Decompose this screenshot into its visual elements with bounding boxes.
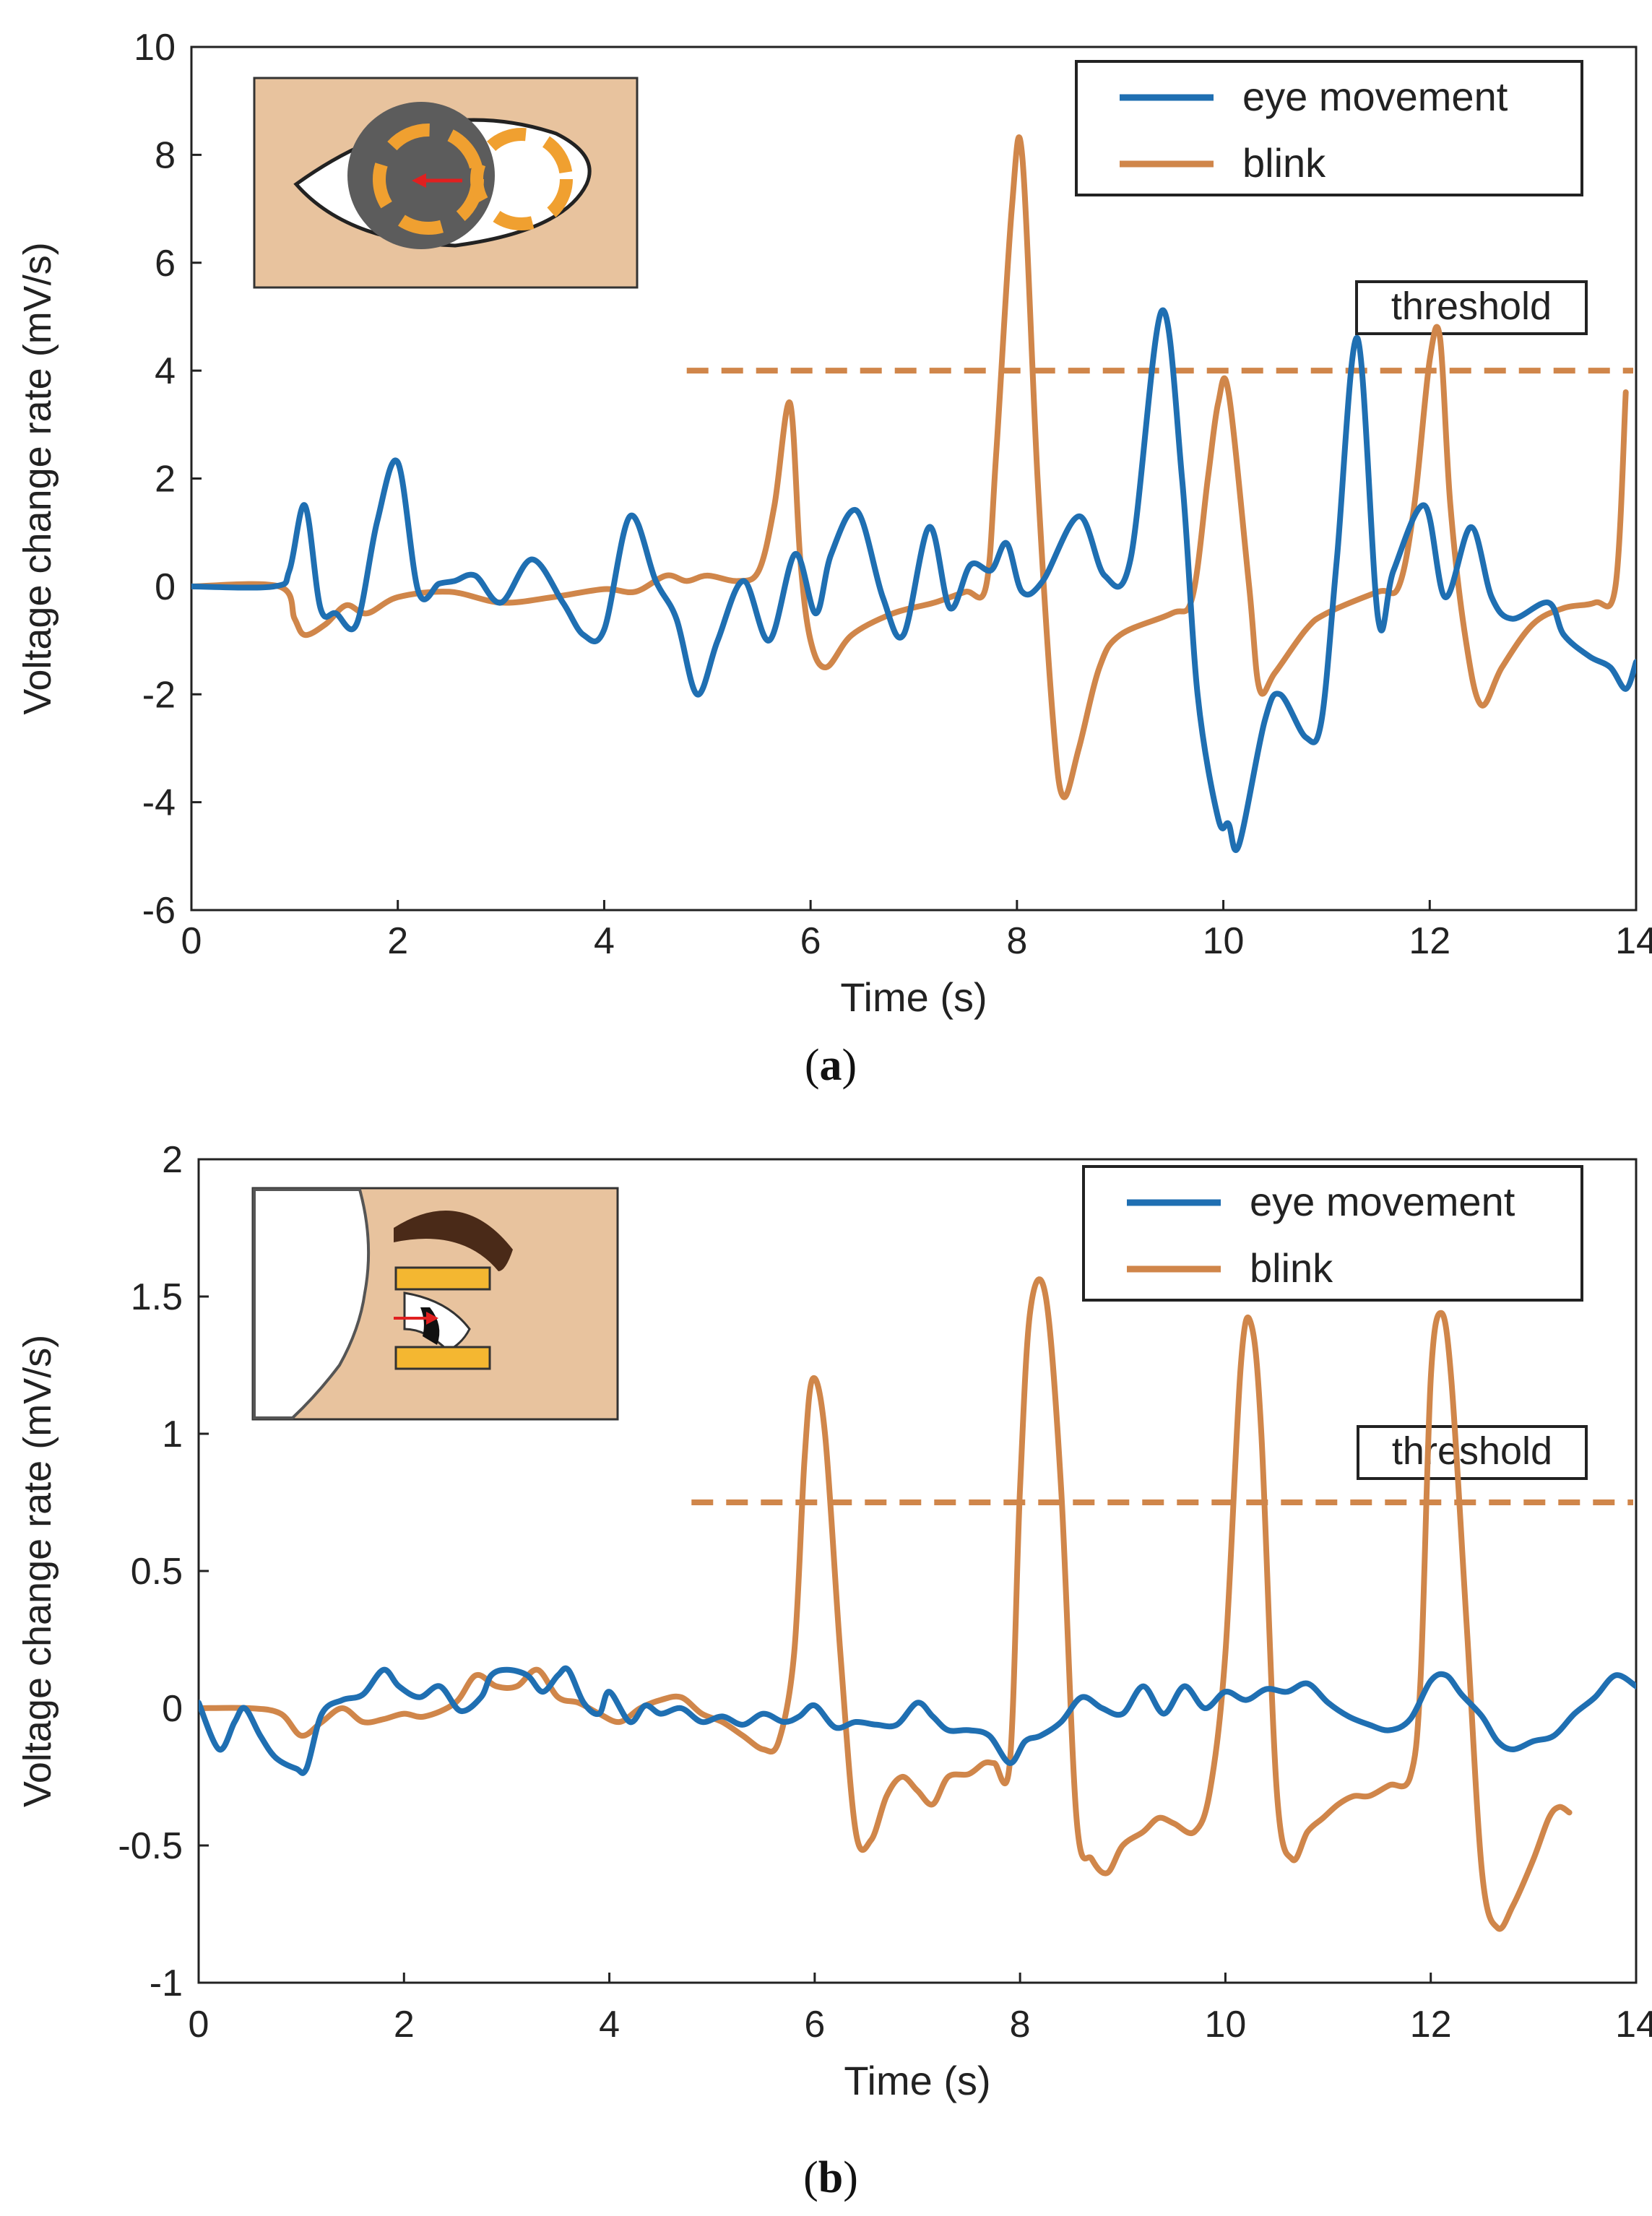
x-axis-label: Time (s) — [840, 974, 987, 1020]
legend-label: blink — [1250, 1245, 1333, 1291]
x-tick-label: 2 — [387, 920, 408, 962]
electrode-upper — [394, 1266, 491, 1291]
legend-label: eye movement — [1242, 74, 1508, 119]
series-line-blink — [191, 134, 1629, 800]
x-tick-label: 12 — [1409, 920, 1450, 962]
threshold-label: threshold — [1392, 1429, 1552, 1473]
x-tick-label: 8 — [1010, 2004, 1031, 2046]
series-line-eye-movement — [191, 307, 1636, 853]
face-profile — [253, 1188, 371, 1419]
legend-label: eye movement — [1250, 1179, 1515, 1224]
x-tick-label: 14 — [1615, 2004, 1652, 2046]
y-tick-label: -4 — [142, 782, 176, 824]
chart-panel-b: -1 -0.5 0 0.5 1 1.5 2 0 2 4 6 8 10 12 14 Time (s) Voltag… — [16, 1139, 1652, 2103]
y-tick-label: 0.5 — [131, 1551, 183, 1593]
legend-box — [1082, 1165, 1583, 1302]
y-tick-label: 4 — [155, 350, 176, 392]
x-tick-label: 10 — [1205, 2004, 1247, 2046]
y-tick-label: 8 — [155, 134, 176, 176]
x-tick-label: 12 — [1410, 2004, 1452, 2046]
y-tick-label: 1 — [162, 1414, 183, 1455]
legend: eye movement blink — [1082, 1165, 1583, 1302]
x-tick-label: 14 — [1615, 920, 1652, 962]
x-tick-label: 4 — [599, 2004, 620, 2046]
threshold-label-box — [1357, 1425, 1588, 1480]
y-tick-label: 10 — [134, 27, 176, 69]
x-tick-label: 8 — [1006, 920, 1027, 962]
x-tick-label: 4 — [594, 920, 615, 962]
electrode-lower — [394, 1346, 491, 1370]
y-tick-label: 2 — [155, 459, 176, 501]
panel-label-b: (b) — [803, 2153, 858, 2202]
x-tick-label: 10 — [1203, 920, 1245, 962]
y-tick-label: 6 — [155, 243, 176, 285]
y-axis-label: Voltage change rate (mV/s) — [16, 242, 59, 714]
arrow-head-icon — [426, 1312, 438, 1325]
legend-label: blink — [1242, 140, 1326, 186]
x-tick-label: 6 — [804, 2004, 825, 2046]
inset-side-eye-illustration — [251, 1187, 619, 1421]
y-tick-label: -0.5 — [118, 1825, 183, 1867]
series-line-eye-movement — [199, 1665, 1636, 1776]
y-tick-label: -6 — [142, 890, 176, 932]
legend: eye movement blink — [1075, 60, 1583, 196]
y-axis-label: Voltage change rate (mV/s) — [16, 1335, 59, 1807]
x-tick-label: 0 — [181, 920, 202, 962]
y-tick-label: 0 — [155, 566, 176, 608]
threshold-label-box — [1355, 280, 1588, 335]
electrode-ring-right — [470, 128, 573, 230]
chart-panel-a: -6 -4 -2 0 2 4 6 8 10 0 2 4 6 8 10 12 14 Time (s) Voltage … — [16, 27, 1652, 1020]
panel-label-a: (a) — [804, 1041, 857, 1090]
y-tick-label: 2 — [162, 1139, 183, 1181]
y-tick-label: -2 — [142, 674, 176, 716]
x-axis-label: Time (s) — [844, 2058, 990, 2103]
eyebrow — [394, 1211, 513, 1271]
legend-box — [1075, 60, 1583, 196]
x-tick-label: 2 — [394, 2004, 415, 2046]
y-tick-label: 0 — [162, 1688, 183, 1730]
y-tick-label: 1.5 — [131, 1276, 183, 1318]
threshold-label: threshold — [1391, 285, 1552, 328]
y-tick-label: -1 — [150, 1962, 183, 2004]
inset-front-eye-illustration — [253, 77, 639, 289]
arrow-head-icon — [412, 173, 426, 188]
x-tick-label: 0 — [189, 2004, 209, 2046]
x-tick-label: 6 — [800, 920, 821, 962]
